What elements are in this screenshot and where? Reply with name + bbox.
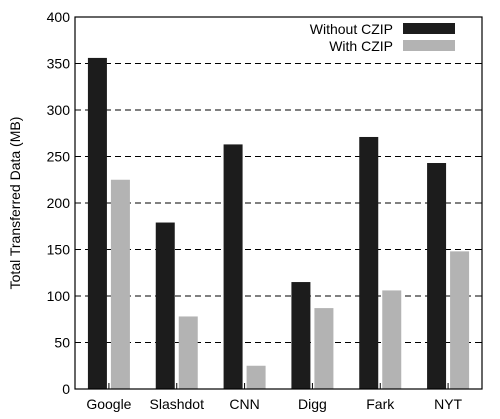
bar-digg-with-czip (314, 308, 334, 389)
legend: Without CZIP With CZIP (310, 21, 455, 54)
bar-nyt-without-czip (427, 163, 447, 389)
gridlines (75, 63, 482, 343)
legend-swatch-without-czip (403, 23, 455, 34)
bars (87, 57, 470, 390)
bar-cnn-without-czip (223, 144, 243, 389)
bar-google-without-czip (87, 57, 107, 390)
legend-label-with-czip: With CZIP (329, 38, 393, 54)
x-tick-label: CNN (229, 396, 259, 412)
bar-fark-with-czip (382, 290, 402, 389)
y-tick-label: 250 (47, 149, 71, 165)
bar-fark-without-czip (359, 136, 379, 389)
bar-cnn-with-czip (246, 365, 266, 389)
y-tick-label: 0 (62, 381, 70, 397)
bar-slashdot-without-czip (155, 222, 175, 389)
legend-swatch-with-czip (403, 40, 455, 51)
y-axis-title: Total Transferred Data (MB) (7, 117, 23, 290)
bar-google-with-czip (110, 179, 130, 389)
bar-slashdot-with-czip (178, 316, 198, 389)
legend-label-without-czip: Without CZIP (310, 21, 393, 37)
x-tick-label: Slashdot (150, 396, 205, 412)
y-tick-label: 50 (54, 335, 70, 351)
bar-nyt-with-czip (450, 251, 470, 389)
bar-digg-without-czip (291, 282, 311, 389)
y-tick-label: 350 (47, 56, 71, 72)
x-tick-label: NYT (434, 396, 462, 412)
x-tick-label: Google (86, 396, 131, 412)
y-tick-label: 300 (47, 102, 71, 118)
y-tick-label: 400 (47, 9, 71, 25)
axis-ticks (75, 16, 482, 390)
tick-labels: 0 50 100 150 200 250 300 350 400 Google Slashdot CN… (47, 9, 463, 412)
y-tick-label: 100 (47, 288, 71, 304)
x-tick-label: Digg (298, 396, 327, 412)
y-tick-label: 200 (47, 195, 71, 211)
y-tick-label: 150 (47, 242, 71, 258)
x-tick-label: Fark (366, 396, 395, 412)
